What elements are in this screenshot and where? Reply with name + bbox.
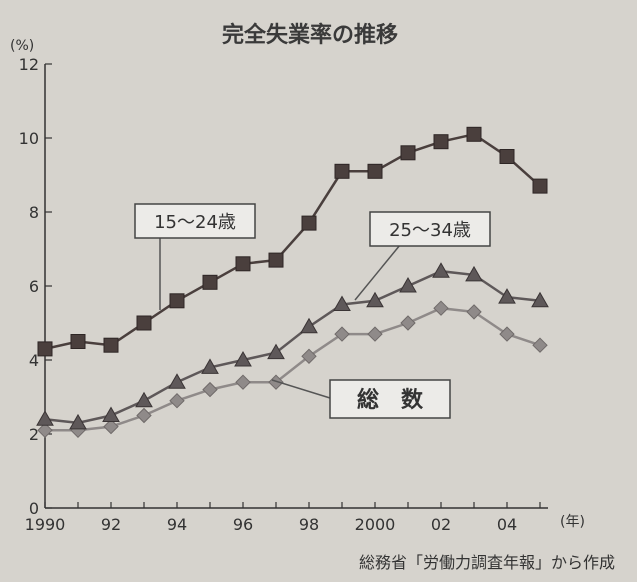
series-line-square — [44, 132, 541, 351]
callout-total-label: 総 数 — [357, 387, 424, 413]
chart-title: 完全失業率の推移 — [222, 22, 398, 48]
callout-15-24-box — [134, 203, 256, 239]
data-point-square — [37, 341, 53, 357]
data-point-square — [466, 126, 482, 142]
callout-25-34-box — [369, 211, 491, 247]
data-point-diamond — [433, 300, 449, 316]
callout-total: 総 数 — [271, 379, 451, 419]
x-tick-label: 94 — [167, 515, 187, 534]
callout-25-34-leader — [354, 244, 401, 301]
y-tick-label: 8 — [29, 203, 39, 222]
data-point-square — [70, 334, 86, 349]
series-line-triangle — [44, 269, 541, 425]
y-tick-label: 2 — [29, 425, 39, 444]
data-point-triangle — [168, 373, 186, 389]
data-point-triangle — [399, 276, 417, 293]
data-point-triangle — [432, 262, 450, 278]
y-tick-label: 4 — [29, 351, 39, 370]
data-point-square — [103, 337, 119, 353]
callout-25-34-label: 25～34歳 — [389, 220, 471, 241]
x-tick-label: 92 — [101, 515, 121, 534]
data-point-triangle — [102, 406, 120, 422]
source-note: 総務省「労働力調査年報」から作成 — [359, 553, 615, 572]
data-point-diamond — [367, 326, 383, 342]
data-point-triangle — [36, 410, 54, 426]
data-point-square — [136, 315, 152, 331]
x-tick-label: 04 — [497, 515, 517, 534]
data-point-square — [301, 215, 317, 231]
callout-25-34: 25～34歳 — [354, 211, 491, 301]
callout-total-leader — [271, 379, 331, 399]
y-tick-label: 12 — [19, 55, 39, 74]
data-point-triangle — [234, 350, 252, 367]
data-point-square — [400, 145, 416, 161]
callout-15-24-label: 15～24歳 — [154, 212, 236, 233]
data-point-diamond — [235, 374, 251, 390]
x-tick-label: 2000 — [355, 515, 396, 534]
data-point-square — [499, 149, 515, 164]
y-tick-label: 10 — [19, 129, 39, 148]
data-point-triangle — [267, 343, 285, 360]
data-point-diamond — [499, 326, 515, 342]
x-tick-label: 96 — [233, 515, 253, 534]
y-tick-label: 0 — [29, 499, 39, 518]
data-point-square — [202, 274, 218, 290]
data-point-square — [235, 256, 251, 272]
data-point-triangle — [135, 391, 153, 408]
data-point-diamond — [466, 304, 482, 320]
y-axis-unit: (%) — [10, 38, 34, 54]
data-point-triangle — [465, 265, 483, 282]
x-tick-label: 02 — [431, 515, 451, 534]
data-point-triangle — [333, 295, 351, 311]
data-point-triangle — [498, 288, 516, 304]
data-point-diamond — [334, 326, 350, 342]
data-point-diamond — [400, 315, 416, 331]
data-point-diamond — [532, 337, 548, 353]
data-point-diamond — [136, 407, 152, 424]
data-point-square — [433, 134, 449, 150]
data-point-triangle — [366, 291, 384, 308]
series-layer — [36, 126, 549, 439]
x-tick-label: 98 — [299, 515, 319, 534]
data-point-diamond — [301, 348, 317, 365]
data-point-square — [367, 163, 383, 179]
data-point-diamond — [37, 422, 53, 439]
series-line-diamond — [45, 306, 541, 432]
data-point-triangle — [531, 291, 549, 308]
data-point-diamond — [268, 374, 284, 390]
data-point-diamond — [103, 418, 119, 435]
data-point-triangle — [300, 317, 318, 334]
x-axis-unit: (年) — [560, 514, 585, 530]
data-point-triangle — [201, 358, 219, 374]
data-point-diamond — [202, 381, 218, 398]
data-point-square — [532, 178, 548, 194]
data-point-square — [268, 252, 284, 268]
y-tick-label: 6 — [29, 277, 39, 296]
x-tick-label: 1990 — [25, 515, 66, 534]
data-point-square — [334, 163, 350, 179]
data-point-triangle — [69, 413, 87, 430]
data-point-diamond — [169, 392, 185, 409]
data-point-square — [169, 293, 185, 309]
callout-15-24: 15～24歳 — [134, 203, 256, 310]
callout-total-box — [329, 379, 451, 419]
